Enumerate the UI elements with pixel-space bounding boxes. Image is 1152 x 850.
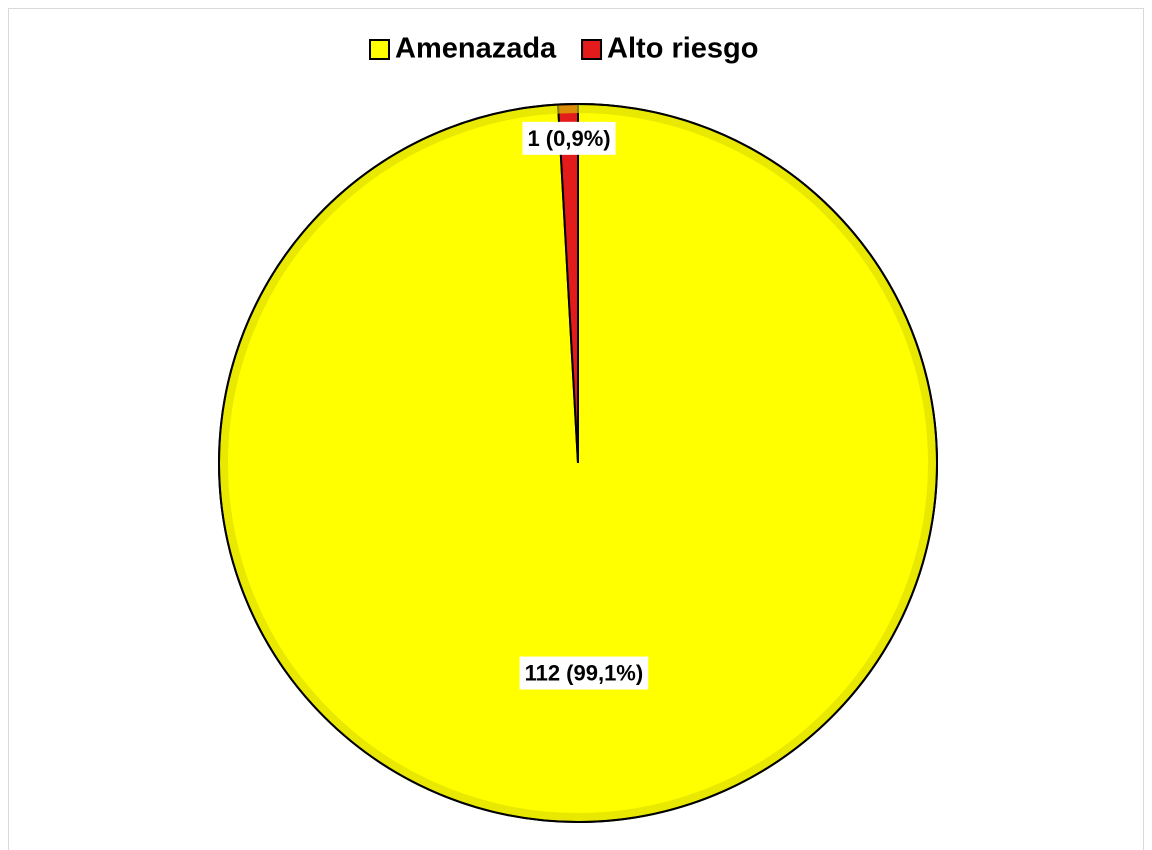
pie-rim (220, 105, 936, 821)
data-label: 112 (99,1%) (525, 661, 644, 686)
legend-swatch (369, 39, 390, 60)
legend-label: Amenazada (395, 33, 557, 65)
legend-swatch (581, 39, 603, 60)
legend-label: Alto riesgo (607, 33, 758, 65)
data-label-bg (522, 121, 616, 155)
data-label: 1 (0,9%) (527, 126, 610, 151)
data-label-bg (519, 656, 649, 690)
pie-outline (218, 103, 938, 823)
legend: Amenazada Alto riesgo (369, 33, 759, 65)
data-labels: 112 (99,1%) 1 (0,9%) (519, 121, 649, 690)
